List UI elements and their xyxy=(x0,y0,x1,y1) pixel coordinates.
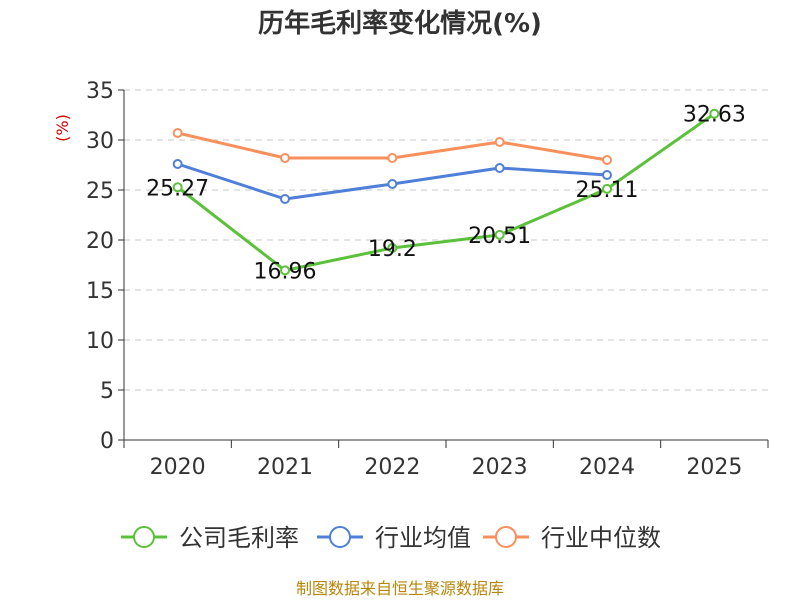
series-0-point-2024 xyxy=(602,183,612,194)
y-tick-label-20: 20 xyxy=(86,229,114,254)
legend-label-0: 公司毛利率 xyxy=(179,524,299,552)
series-line-0 xyxy=(176,112,716,272)
y-tick-label-10: 10 xyxy=(86,329,114,354)
series-0-point-2020 xyxy=(172,182,183,193)
x-tick-label-2020: 2020 xyxy=(150,455,206,480)
data-labels: 25.27 16.96 19.2 20.51 25.11 32.63 xyxy=(146,103,746,285)
y-tick-label-15: 15 xyxy=(86,279,114,304)
x-tick-label-2022: 2022 xyxy=(364,455,420,480)
series-1-point-2021 xyxy=(280,194,290,204)
y-axis-label: (%) xyxy=(53,114,72,142)
series-0-point-2023 xyxy=(494,229,505,240)
series-1-point-2020 xyxy=(172,159,183,169)
data-label-2023: 20.51 xyxy=(468,224,531,249)
series-1-point-2024 xyxy=(602,170,612,180)
y-tick-label-35: 35 xyxy=(86,79,114,104)
x-tick-label-2025: 2025 xyxy=(686,455,742,480)
x-tick-label-2024: 2024 xyxy=(579,455,635,480)
legend-swatch-marker-0 xyxy=(133,526,155,548)
series-2-point-2024 xyxy=(602,155,612,165)
series-lines xyxy=(172,108,720,276)
series-2-point-2021 xyxy=(280,153,290,163)
series-0-point-2021 xyxy=(280,265,290,276)
series-2-point-2022 xyxy=(387,153,398,163)
data-label-2024: 25.11 xyxy=(576,178,639,203)
data-label-2020: 25.27 xyxy=(146,176,209,201)
legend-swatch-marker-1 xyxy=(329,526,351,548)
y-tick-label-5: 5 xyxy=(100,379,114,404)
chart-title: 历年毛利率变化情况(%) xyxy=(258,8,542,39)
legend-item-0[interactable]: 公司毛利率 xyxy=(121,524,299,552)
legend[interactable]: 公司毛利率 行业均值 行业中位数 xyxy=(121,524,661,552)
data-label-2021: 16.96 xyxy=(254,259,317,284)
series-2-point-2023 xyxy=(494,137,505,147)
data-label-2025: 32.63 xyxy=(683,103,746,128)
legend-label-2: 行业中位数 xyxy=(541,524,661,552)
series-2-point-2020 xyxy=(172,128,183,138)
x-tick-label-2021: 2021 xyxy=(257,455,313,480)
y-tick-label-30: 30 xyxy=(86,129,114,154)
data-label-2022: 19.2 xyxy=(368,237,417,262)
legend-item-2[interactable]: 行业中位数 xyxy=(483,524,661,552)
series-1-point-2023 xyxy=(494,163,505,173)
series-1-point-2022 xyxy=(387,179,398,189)
x-tick-label-2023: 2023 xyxy=(472,455,528,480)
series-0-point-2025 xyxy=(709,108,720,119)
legend-swatch-marker-2 xyxy=(495,526,517,548)
y-tick-label-25: 25 xyxy=(86,179,114,204)
y-tick-label-0: 0 xyxy=(100,429,114,454)
legend-label-1: 行业均值 xyxy=(375,524,471,552)
legend-item-1[interactable]: 行业均值 xyxy=(317,524,471,552)
source-note: 制图数据来自恒生聚源数据库 xyxy=(296,579,504,598)
series-0-point-2022 xyxy=(387,243,398,253)
